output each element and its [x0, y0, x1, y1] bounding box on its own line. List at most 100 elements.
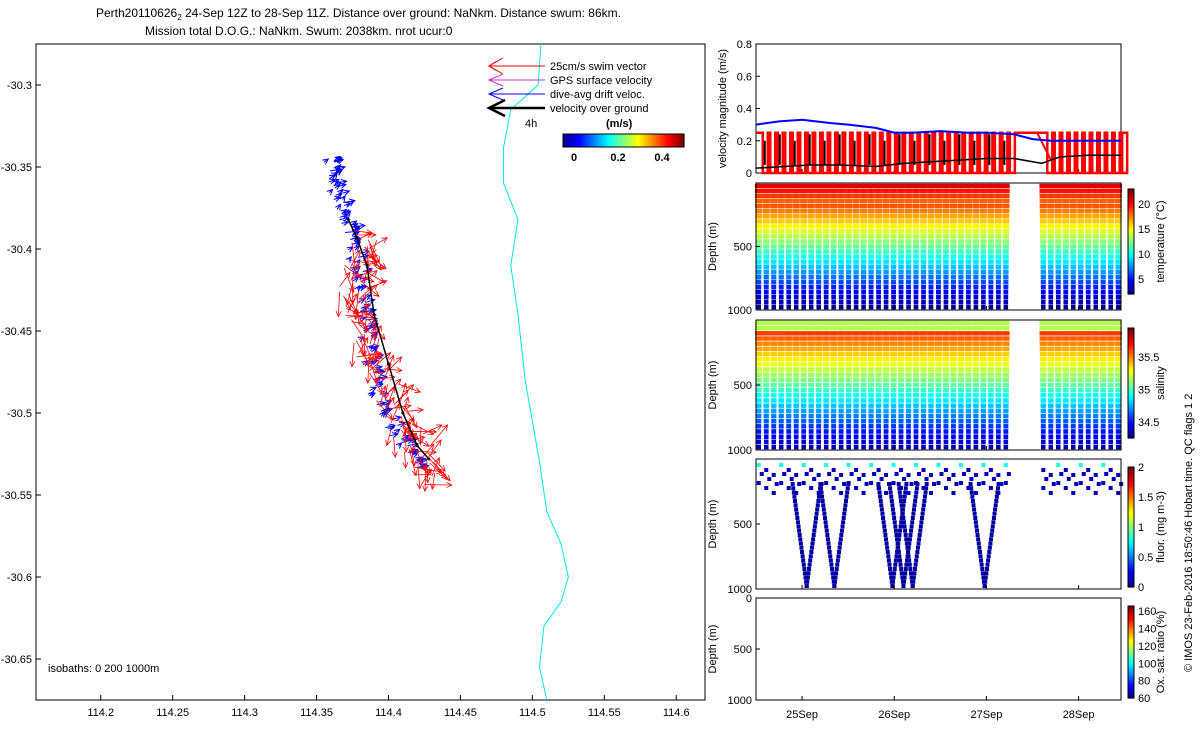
profile-sample — [1005, 184, 1009, 188]
profile-sample — [869, 270, 873, 274]
profile-sample — [936, 300, 940, 304]
profile-sample — [937, 362, 941, 366]
profile-sample — [788, 189, 792, 193]
profile-sample — [952, 372, 956, 376]
profile-sample — [765, 378, 769, 382]
profile-sample — [764, 300, 768, 304]
profile-sample — [825, 352, 829, 356]
profile-sample — [1095, 219, 1099, 223]
profile-sample — [907, 414, 911, 418]
profile-sample — [825, 204, 829, 208]
profile-sample — [945, 219, 949, 223]
profile-sample — [929, 445, 933, 449]
profile-sample — [975, 378, 979, 382]
profile-sample — [996, 300, 1000, 304]
profile-sample — [952, 270, 956, 274]
profile-sample — [833, 362, 837, 366]
profile-sample — [982, 409, 986, 413]
profile-sample — [839, 290, 843, 294]
profile-sample — [907, 264, 911, 268]
profile-sample — [854, 305, 858, 309]
profile-sample — [997, 398, 1001, 402]
profile-sample — [839, 295, 843, 299]
profile-sample — [891, 440, 895, 444]
profile-sample — [1072, 224, 1076, 228]
profile-sample — [831, 305, 835, 309]
profile-sample — [914, 275, 918, 279]
profile-sample — [832, 249, 836, 253]
profile-sample — [817, 290, 821, 294]
profile-sample — [826, 189, 830, 193]
profile-sample — [833, 224, 837, 228]
profile-sample — [923, 209, 927, 213]
profile-sample — [1050, 234, 1054, 238]
profile-sample — [772, 300, 776, 304]
profile-sample — [862, 429, 866, 433]
profile-sample — [1071, 300, 1075, 304]
profile-sample — [802, 388, 806, 392]
profile-sample — [996, 305, 1000, 309]
profile-sample — [809, 285, 813, 289]
profile-sample — [1108, 305, 1112, 309]
profile-sample — [870, 204, 874, 208]
profile-sample — [862, 398, 866, 402]
profile-sample — [923, 336, 927, 340]
profile-sample — [960, 331, 964, 335]
profile-sample — [1102, 244, 1106, 248]
profile-sample — [1095, 189, 1099, 193]
profile-sample — [840, 398, 844, 402]
profile-sample — [1086, 300, 1090, 304]
profile-sample — [846, 440, 850, 444]
profile-sample — [847, 409, 851, 413]
profile-sample — [915, 388, 919, 392]
profile-sample — [967, 239, 971, 243]
profile-sample — [757, 259, 761, 263]
velocity-vector-layer — [322, 157, 452, 492]
profile-sample — [974, 414, 978, 418]
profile-sample — [832, 290, 836, 294]
profile-sample — [884, 280, 888, 284]
swim-vector — [403, 452, 408, 468]
profile-sample — [1094, 300, 1098, 304]
profile-sample — [840, 372, 844, 376]
profile-sample — [975, 184, 979, 188]
map-x-tick-label: 114.25 — [156, 707, 189, 719]
profile-sample — [1004, 398, 1008, 402]
profile-sample — [1116, 290, 1120, 294]
profile-sample — [758, 224, 762, 228]
profile-sample — [773, 224, 777, 228]
profile-sample — [810, 239, 814, 243]
profile-sample — [892, 234, 896, 238]
profile-sample — [825, 367, 829, 371]
profile-sample — [930, 194, 934, 198]
swim-vector-head — [381, 238, 387, 243]
profile-sample — [923, 321, 927, 325]
profile-sample — [810, 264, 814, 268]
profile-sample — [1101, 300, 1105, 304]
profile-sample — [974, 290, 978, 294]
profile-sample — [929, 429, 933, 433]
profile-sample — [869, 285, 873, 289]
profile-sample — [758, 229, 762, 233]
profile-sample — [876, 445, 880, 449]
profile-sample — [900, 372, 904, 376]
profile-sample — [930, 189, 934, 193]
profile-sample — [1050, 239, 1054, 243]
profile-sample — [914, 445, 918, 449]
profile-sample — [907, 270, 911, 274]
profile-sample — [1095, 224, 1099, 228]
profile-sample — [809, 429, 813, 433]
profile-sample — [847, 244, 851, 248]
profile-sample — [802, 434, 806, 438]
profile-sample — [997, 367, 1001, 371]
profile-sample — [779, 295, 783, 299]
profile-sample — [975, 204, 979, 208]
profile-sample — [1080, 224, 1084, 228]
profile-sample — [773, 336, 777, 340]
profile-sample — [764, 305, 768, 309]
profile-sample — [990, 199, 994, 203]
profile-sample — [764, 440, 768, 444]
colorbar-tick-label: 5 — [1138, 274, 1144, 286]
profile-sample — [966, 290, 970, 294]
profile-sample — [1087, 270, 1091, 274]
